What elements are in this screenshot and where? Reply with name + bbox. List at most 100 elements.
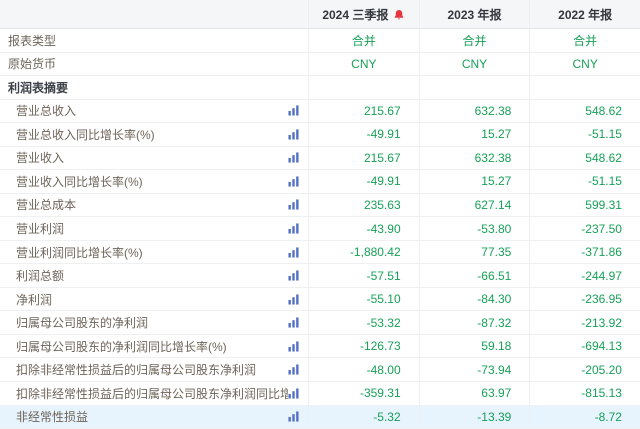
row-label-cell: 净利润 bbox=[0, 288, 308, 311]
table-row[interactable]: 营业利润同比增长率(%) -1,880.42 77.35 -371.86 bbox=[0, 240, 640, 265]
bar-chart-icon[interactable] bbox=[288, 364, 299, 375]
table-row[interactable]: 非经常性损益 -5.32 -13.39 -8.72 bbox=[0, 405, 640, 429]
value-cell: -244.97 bbox=[529, 264, 640, 287]
value-cell: -48.00 bbox=[308, 358, 419, 381]
table-row[interactable]: 营业利润 -43.90 -53.80 -237.50 bbox=[0, 217, 640, 241]
row-label: 营业总收入同比增长率(%) bbox=[16, 127, 155, 142]
table-row[interactable]: 扣除非经常性损益后的归属母公司股东净利润同比增... -359.31 63.97 -8… bbox=[0, 381, 640, 406]
table-row[interactable]: 营业收入同比增长率(%) -49.91 15.27 -51.15 bbox=[0, 170, 640, 194]
bar-chart-icon[interactable] bbox=[288, 176, 299, 187]
value-cell: -126.73 bbox=[308, 334, 419, 358]
bar-chart-icon[interactable] bbox=[288, 105, 299, 116]
row-label: 原始货币 bbox=[8, 57, 57, 72]
value-cell: -213.92 bbox=[529, 311, 640, 334]
value-cell: CNY bbox=[418, 52, 530, 76]
value-cell: -815.13 bbox=[529, 381, 640, 405]
value-cell: -694.13 bbox=[529, 334, 640, 358]
bar-chart-icon[interactable] bbox=[288, 247, 299, 258]
value-cell: 215.67 bbox=[308, 99, 419, 123]
value-cell: -51.15 bbox=[529, 123, 640, 146]
bar-chart-icon[interactable] bbox=[288, 270, 299, 281]
table-row[interactable]: 营业总成本 235.63 627.14 599.31 bbox=[0, 193, 640, 218]
row-label: 归属母公司股东的净利润 bbox=[16, 316, 149, 331]
column-header-0[interactable]: 2024 三季报 bbox=[308, 0, 419, 28]
row-label-cell: 利润总额 bbox=[0, 264, 308, 287]
row-label: 扣除非经常性损益后的归属母公司股东净利润同比增... bbox=[16, 386, 288, 401]
column-header-1[interactable]: 2023 年报 bbox=[418, 0, 530, 28]
row-label-cell: 营业总成本 bbox=[0, 194, 308, 217]
value-cell: -8.72 bbox=[529, 405, 640, 429]
table-row[interactable]: 利润表摘要 bbox=[0, 76, 640, 100]
alert-bell-icon[interactable] bbox=[393, 9, 405, 21]
value-cell: -87.32 bbox=[418, 311, 530, 334]
value-cell: -371.86 bbox=[529, 240, 640, 264]
value-cell: 合并 bbox=[308, 29, 419, 52]
value-cell: -205.20 bbox=[529, 358, 640, 381]
row-label-cell: 扣除非经常性损益后的归属母公司股东净利润 bbox=[0, 358, 308, 381]
header-label-spacer bbox=[0, 0, 308, 28]
table-row[interactable]: 营业总收入同比增长率(%) -49.91 15.27 -51.15 bbox=[0, 123, 640, 147]
row-label: 营业收入同比增长率(%) bbox=[16, 174, 143, 189]
value-cell: CNY bbox=[529, 52, 640, 76]
row-label-cell: 营业收入同比增长率(%) bbox=[0, 170, 308, 193]
value-cell: CNY bbox=[308, 52, 419, 76]
bar-chart-icon[interactable] bbox=[288, 199, 299, 211]
value-cell: -57.51 bbox=[308, 264, 419, 287]
value-cell: 77.35 bbox=[418, 240, 530, 264]
column-header-label: 2022 年报 bbox=[558, 7, 613, 22]
row-label-cell: 归属母公司股东的净利润 bbox=[0, 311, 308, 334]
value-cell: 599.31 bbox=[529, 193, 640, 217]
value-cell: 632.38 bbox=[418, 146, 530, 170]
bar-chart-icon[interactable] bbox=[288, 223, 299, 234]
table-row[interactable]: 扣除非经常性损益后的归属母公司股东净利润 -48.00 -73.94 -205.20 bbox=[0, 358, 640, 382]
value-cell: -237.50 bbox=[529, 217, 640, 240]
bar-chart-icon[interactable] bbox=[288, 317, 299, 328]
value-cell: -53.80 bbox=[418, 217, 530, 240]
table-row[interactable]: 净利润 -55.10 -84.30 -236.95 bbox=[0, 287, 640, 312]
bar-chart-icon[interactable] bbox=[288, 388, 299, 399]
table-row[interactable]: 营业总收入 215.67 632.38 548.62 bbox=[0, 99, 640, 124]
table-row[interactable]: 归属母公司股东的净利润同比增长率(%) -126.73 59.18 -694.13 bbox=[0, 334, 640, 359]
value-cell: 63.97 bbox=[418, 381, 530, 405]
value-cell bbox=[418, 76, 530, 99]
bar-chart-icon[interactable] bbox=[288, 341, 299, 352]
row-label: 营业利润 bbox=[16, 222, 65, 237]
value-cell: 548.62 bbox=[529, 99, 640, 123]
value-cell: -49.91 bbox=[308, 170, 419, 193]
bar-chart-icon[interactable] bbox=[288, 294, 299, 305]
value-cell: -1,880.42 bbox=[308, 240, 419, 264]
table-row[interactable]: 归属母公司股东的净利润 -53.32 -87.32 -213.92 bbox=[0, 311, 640, 335]
value-cell: 235.63 bbox=[308, 193, 419, 217]
table-row[interactable]: 原始货币 CNY CNY CNY bbox=[0, 52, 640, 77]
value-cell: -55.10 bbox=[308, 287, 419, 311]
bar-chart-icon[interactable] bbox=[288, 129, 299, 140]
table-row[interactable]: 报表类型 合并 合并 合并 bbox=[0, 29, 640, 53]
value-cell: -51.15 bbox=[529, 170, 640, 193]
value-cell: -43.90 bbox=[308, 217, 419, 240]
table-body: 报表类型 合并 合并 合并 原始货币 CNY CNY CNY 利润表摘要 营业总收入 215.67 6… bbox=[0, 29, 640, 429]
table-row[interactable]: 营业收入 215.67 632.38 548.62 bbox=[0, 146, 640, 171]
value-cell: 548.62 bbox=[529, 146, 640, 170]
row-label: 扣除非经常性损益后的归属母公司股东净利润 bbox=[16, 363, 257, 378]
value-cell: -359.31 bbox=[308, 381, 419, 405]
row-label: 利润总额 bbox=[16, 269, 65, 284]
bar-chart-icon[interactable] bbox=[288, 152, 299, 163]
row-label: 归属母公司股东的净利润同比增长率(%) bbox=[16, 339, 227, 354]
row-label: 营业总成本 bbox=[16, 198, 77, 213]
row-label-cell: 原始货币 bbox=[0, 53, 308, 76]
row-label-cell: 利润表摘要 bbox=[0, 76, 308, 99]
row-label: 非经常性损益 bbox=[16, 410, 89, 425]
value-cell: -84.30 bbox=[418, 287, 530, 311]
value-cell: 15.27 bbox=[418, 123, 530, 146]
column-header-2[interactable]: 2022 年报 bbox=[529, 0, 640, 28]
bar-chart-icon[interactable] bbox=[288, 411, 299, 422]
row-label: 净利润 bbox=[16, 292, 53, 307]
table-row[interactable]: 利润总额 -57.51 -66.51 -244.97 bbox=[0, 264, 640, 288]
value-cell bbox=[529, 76, 640, 99]
row-label: 报表类型 bbox=[8, 33, 57, 48]
row-label-cell: 扣除非经常性损益后的归属母公司股东净利润同比增... bbox=[0, 382, 308, 405]
value-cell: 59.18 bbox=[418, 334, 530, 358]
row-label-cell: 营业总收入 bbox=[0, 100, 308, 123]
row-label-cell: 营业利润同比增长率(%) bbox=[0, 241, 308, 264]
